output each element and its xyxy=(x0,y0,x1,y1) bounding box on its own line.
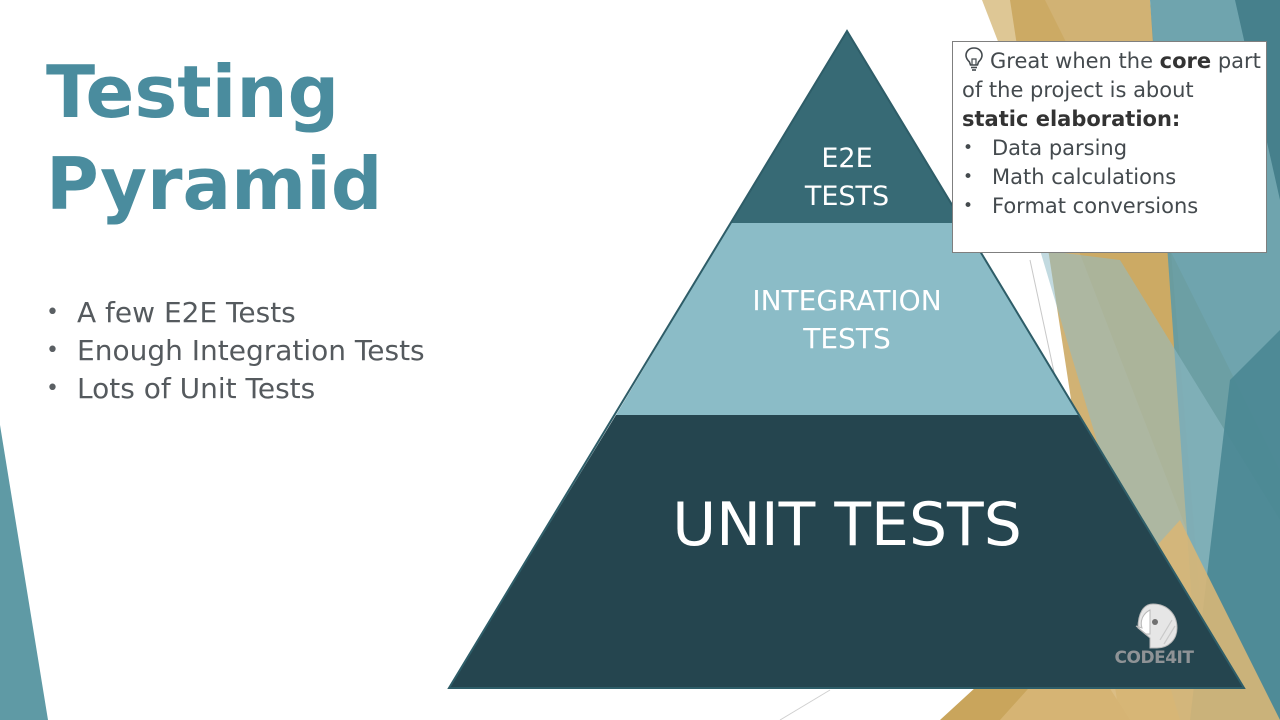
lightbulb-icon xyxy=(965,47,983,71)
integration-line-1: INTEGRATION xyxy=(752,284,942,317)
pyramid-label-unit: UNIT TESTS xyxy=(672,490,1022,560)
e2e-line-2: TESTS xyxy=(804,181,890,212)
callout-item: Math calculations xyxy=(962,163,1262,192)
logo-text: CODE4IT xyxy=(1114,648,1194,668)
pyramid-tier-integration xyxy=(616,223,1079,415)
pyramid-tier-e2e xyxy=(731,31,963,223)
pyramid-label-e2e: E2E TESTS xyxy=(747,140,947,216)
callout-item: Format conversions xyxy=(962,192,1262,221)
pyramid-tier-unit xyxy=(449,415,1244,688)
callout-text-1: Great when the xyxy=(990,49,1160,73)
callout-text-2: part of the project is about xyxy=(962,49,1261,102)
title-line-1: Testing xyxy=(46,50,340,134)
pyramid-outline xyxy=(447,29,1246,689)
e2e-line-1: E2E xyxy=(821,143,873,174)
title-line-2: Pyramid xyxy=(46,142,383,226)
bird-logo-icon xyxy=(1135,603,1178,649)
bullet-item: A few E2E Tests xyxy=(46,294,425,332)
slide-title: Testing Pyramid xyxy=(46,46,382,230)
callout-item: Data parsing xyxy=(962,134,1262,163)
callout-box: Great when the core part of the project … xyxy=(952,41,1267,253)
bullet-item: Enough Integration Tests xyxy=(46,332,425,370)
callout-bold-core: core xyxy=(1159,49,1212,73)
callout-text: Great when the core part of the project … xyxy=(962,46,1262,134)
callout-list: Data parsing Math calculations Format co… xyxy=(962,134,1262,221)
integration-line-2: TESTS xyxy=(803,322,891,355)
callout-bold-static: static elaboration: xyxy=(962,107,1181,131)
pyramid-label-integration: INTEGRATION TESTS xyxy=(697,282,997,358)
bullet-list: A few E2E Tests Enough Integration Tests… xyxy=(46,294,425,408)
bullet-item: Lots of Unit Tests xyxy=(46,370,425,408)
